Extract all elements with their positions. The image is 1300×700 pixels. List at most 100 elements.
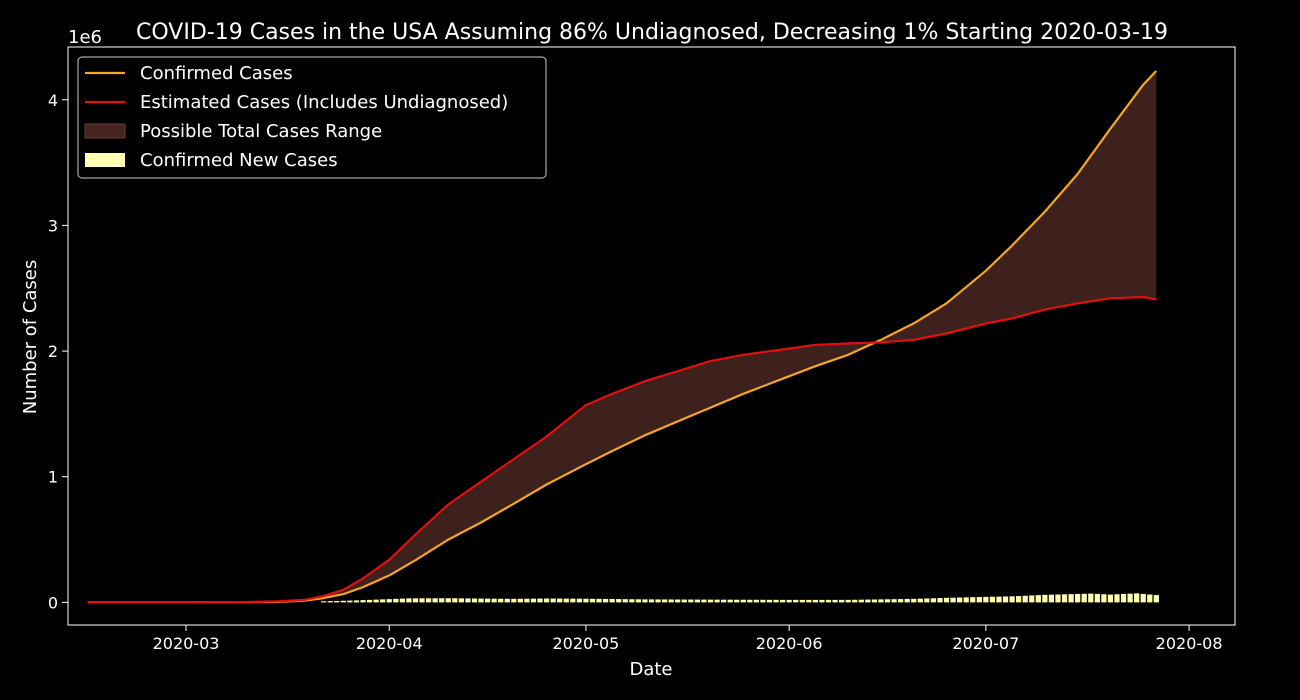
new-cases-bar — [688, 599, 694, 603]
new-cases-bar — [432, 598, 438, 603]
new-cases-bar — [425, 598, 432, 603]
new-cases-bar — [1055, 594, 1061, 603]
new-cases-bar — [419, 598, 425, 603]
new-cases-bar — [871, 599, 878, 603]
new-cases-bar — [1029, 595, 1035, 603]
new-cases-bar — [839, 599, 845, 603]
new-cases-bars — [321, 593, 1159, 603]
new-cases-bar — [380, 599, 386, 603]
new-cases-bar — [878, 599, 884, 603]
new-cases-bar — [1081, 593, 1087, 603]
x-tick-label: 2020-03 — [153, 634, 220, 653]
new-cases-bar — [622, 599, 628, 603]
new-cases-bar — [917, 598, 923, 603]
new-cases-bar — [675, 599, 681, 603]
new-cases-bar — [845, 599, 851, 603]
new-cases-bar — [989, 596, 996, 603]
new-cases-bar — [1068, 594, 1074, 603]
new-cases-bar — [963, 597, 969, 603]
new-cases-bar — [924, 598, 930, 603]
new-cases-bar — [799, 599, 805, 603]
new-cases-bar — [334, 600, 340, 603]
new-cases-bar — [661, 599, 668, 603]
new-cases-bar — [1035, 595, 1041, 603]
new-cases-bar — [996, 596, 1002, 603]
new-cases-bar — [445, 598, 451, 603]
new-cases-bar — [721, 599, 727, 603]
new-cases-bar — [1088, 593, 1094, 603]
new-cases-bar — [707, 599, 714, 603]
new-cases-bar — [753, 599, 760, 603]
new-cases-bar — [321, 601, 327, 603]
new-cases-bar — [1042, 594, 1048, 603]
legend: Confirmed Cases Estimated Cases (Includes… — [77, 56, 547, 179]
legend-swatch-bar — [85, 153, 125, 167]
new-cases-bar — [452, 598, 458, 603]
new-cases-bar — [1147, 594, 1153, 603]
new-cases-bar — [524, 598, 530, 603]
new-cases-bar — [760, 599, 766, 603]
new-cases-bar — [734, 599, 740, 603]
new-cases-bar — [583, 598, 589, 603]
new-cases-bar — [1134, 593, 1140, 603]
new-cases-bar — [386, 599, 392, 603]
y-tick-label: 2 — [48, 342, 58, 361]
x-tick-label: 2020-07 — [952, 634, 1019, 653]
new-cases-bar — [399, 598, 405, 603]
y-axis-label: Number of Cases — [20, 260, 41, 415]
new-cases-bar — [366, 599, 373, 603]
new-cases-bar — [793, 599, 799, 603]
new-cases-bar — [1002, 596, 1009, 603]
new-cases-bar — [884, 599, 891, 603]
new-cases-bar — [694, 599, 701, 603]
new-cases-bar — [642, 599, 648, 603]
new-cases-bar — [550, 598, 556, 603]
new-cases-bar — [806, 599, 812, 603]
new-cases-bar — [478, 598, 484, 603]
legend-label: Confirmed New Cases — [140, 150, 338, 171]
new-cases-bar — [898, 599, 904, 603]
new-cases-bar — [976, 597, 982, 603]
legend-swatch-area — [84, 123, 126, 139]
new-cases-bar — [484, 598, 491, 603]
new-cases-bar — [340, 600, 346, 603]
new-cases-bar — [1075, 593, 1081, 603]
new-cases-bar — [616, 599, 622, 603]
new-cases-bar — [865, 599, 871, 603]
new-cases-bar — [543, 598, 550, 603]
new-cases-bar — [504, 598, 510, 603]
new-cases-bar — [1094, 593, 1100, 603]
new-cases-bar — [1153, 595, 1159, 603]
new-cases-bar — [950, 597, 956, 603]
new-cases-bar — [681, 599, 687, 603]
new-cases-bar — [1009, 596, 1015, 603]
y-offset-label: 1e6 — [68, 27, 102, 48]
new-cases-bar — [327, 601, 333, 603]
new-cases-bar — [471, 598, 478, 603]
confirmed-cases-line — [87, 70, 1158, 604]
new-cases-bar — [406, 598, 412, 603]
new-cases-bar — [1022, 595, 1028, 603]
new-cases-bar — [747, 599, 753, 603]
new-cases-bar — [957, 597, 963, 603]
new-cases-bar — [557, 598, 563, 603]
y-tick-label: 1 — [48, 468, 58, 487]
new-cases-bar — [491, 598, 497, 603]
new-cases-bar — [609, 599, 615, 603]
new-cases-bar — [1016, 596, 1022, 603]
new-cases-bar — [635, 599, 642, 603]
new-cases-bar — [819, 599, 825, 603]
new-cases-bar — [576, 598, 582, 603]
new-cases-bar — [498, 598, 504, 603]
new-cases-bar — [648, 599, 655, 603]
new-cases-bar — [832, 599, 838, 603]
chart-title: COVID-19 Cases in the USA Assuming 86% U… — [136, 20, 1168, 45]
new-cases-bar — [537, 598, 543, 603]
estimated-cases-line — [87, 295, 1157, 604]
new-cases-bar — [439, 598, 445, 603]
new-cases-bar — [602, 598, 609, 603]
new-cases-bar — [983, 596, 989, 603]
new-cases-bar — [465, 598, 471, 603]
new-cases-bar — [930, 598, 937, 603]
new-cases-bar — [1127, 593, 1133, 603]
